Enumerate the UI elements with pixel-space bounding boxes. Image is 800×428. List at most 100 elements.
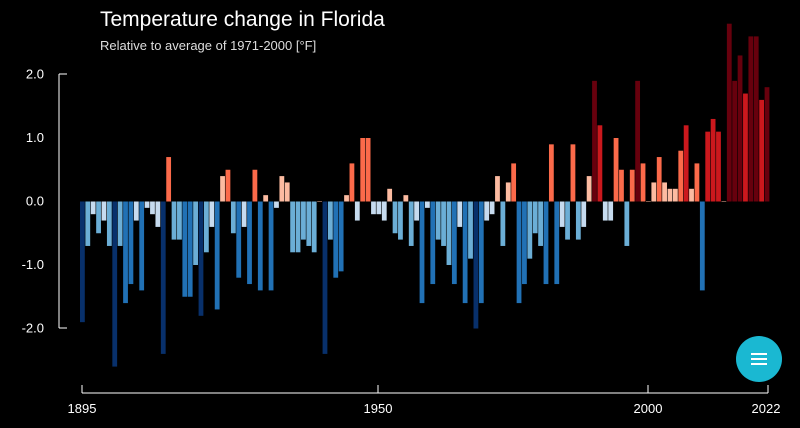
bar-1940: [322, 201, 328, 354]
bar-1897: [90, 201, 96, 215]
x-tick-label: 2000: [634, 401, 663, 416]
bar-2000: [646, 201, 651, 202]
bar-2007: [683, 125, 689, 202]
bar-1927: [252, 169, 258, 202]
bar-1909: [155, 201, 161, 227]
bar-2009: [694, 163, 700, 202]
bar-1926: [247, 201, 252, 285]
bar-1950: [376, 201, 382, 215]
bar-1991: [597, 125, 603, 202]
bar-1957: [414, 201, 420, 221]
bar-1976: [516, 201, 522, 304]
bar-1996: [624, 201, 630, 246]
bar-1931: [274, 201, 279, 208]
bar-1935: [295, 201, 301, 253]
bar-1910: [160, 201, 166, 354]
bar-2005: [672, 188, 678, 202]
bar-2011: [705, 131, 711, 202]
y-tick-label: 0.0: [26, 194, 44, 209]
bar-1993: [608, 201, 614, 221]
bar-1970: [484, 201, 490, 221]
bar-1922: [225, 169, 231, 202]
bar-2020: [753, 36, 759, 202]
bar-1981: [543, 201, 549, 285]
bar-2015: [726, 23, 732, 202]
bar-1901: [112, 201, 118, 367]
bar-1983: [554, 201, 560, 285]
bar-1933: [284, 182, 290, 202]
bar-1963: [446, 201, 452, 265]
y-tick-label: 1.0: [26, 130, 44, 145]
bar-1916: [193, 201, 198, 265]
bar-2017: [737, 55, 743, 202]
bar-2003: [662, 182, 667, 202]
bar-1986: [570, 144, 576, 202]
bar-1978: [527, 201, 533, 259]
bar-1973: [500, 201, 506, 246]
bar-1971: [489, 201, 495, 215]
bar-1938: [311, 201, 317, 253]
bar-1936: [301, 201, 306, 240]
bar-1994: [613, 138, 619, 202]
bar-1982: [548, 144, 554, 202]
bar-1941: [327, 201, 333, 240]
bar-1904: [128, 201, 134, 285]
bar-1900: [106, 201, 112, 246]
bars-group: [80, 23, 770, 367]
bar-1964: [451, 201, 457, 285]
bar-1958: [419, 201, 425, 304]
bar-1951: [381, 201, 387, 221]
bar-1960: [430, 201, 436, 285]
bar-2006: [678, 150, 684, 202]
bar-1937: [306, 201, 312, 246]
bar-1915: [187, 201, 193, 297]
bar-1895: [80, 201, 85, 323]
bar-1942: [333, 201, 339, 278]
bar-1911: [166, 157, 172, 202]
bar-1949: [371, 201, 376, 215]
bar-2010: [699, 201, 705, 291]
bar-1945: [349, 163, 355, 202]
bar-1985: [565, 201, 570, 240]
bar-1967: [468, 201, 473, 259]
bar-1999: [640, 163, 646, 202]
chart-menu-button[interactable]: [736, 336, 782, 382]
bar-1995: [619, 169, 624, 202]
bar-1943: [338, 201, 344, 272]
bar-1905: [133, 201, 139, 221]
y-tick-label: -2.0: [22, 321, 44, 336]
bar-1899: [101, 201, 107, 221]
bar-1948: [365, 138, 371, 202]
bar-1969: [478, 201, 484, 304]
bar-2001: [651, 182, 657, 202]
bar-1952: [387, 188, 393, 202]
bar-1997: [629, 169, 635, 202]
bar-1979: [532, 201, 538, 234]
bar-1990: [592, 80, 597, 202]
bar-2019: [748, 36, 754, 202]
bar-2002: [656, 157, 662, 202]
bar-1977: [522, 201, 527, 285]
bar-1908: [150, 201, 155, 215]
bar-1921: [220, 176, 225, 202]
x-tick-label: 1895: [68, 401, 97, 416]
bar-1929: [263, 195, 269, 202]
bar-1972: [495, 176, 500, 202]
bar-2013: [716, 131, 721, 202]
chart-subtitle: Relative to average of 1971-2000 [°F]: [100, 38, 317, 53]
bar-2004: [667, 188, 673, 202]
bar-1966: [462, 201, 468, 304]
bar-1923: [230, 201, 236, 234]
x-tick-label: 1950: [364, 401, 393, 416]
bar-1902: [117, 201, 123, 246]
bar-1987: [575, 201, 581, 240]
bar-1962: [441, 201, 446, 246]
bar-1944: [344, 195, 349, 202]
bar-1906: [139, 201, 145, 291]
bar-1959: [425, 201, 430, 208]
bar-1898: [96, 201, 101, 234]
bar-1939: [317, 201, 322, 202]
bar-1953: [392, 201, 398, 234]
bar-1912: [171, 201, 177, 240]
